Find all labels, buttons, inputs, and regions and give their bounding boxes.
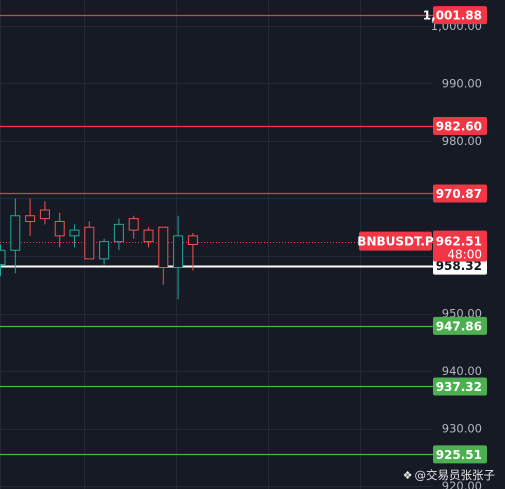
y-axis-tick-label: 930.00: [442, 422, 482, 436]
candle: [143, 227, 154, 248]
price-tag-support: [433, 377, 487, 396]
candle-body: [39, 209, 50, 220]
candle-body: [187, 235, 198, 246]
price-tag-resistance: [433, 116, 487, 135]
price-tag-label: 937.32: [436, 380, 482, 394]
symbol-label: BNBUSDT.P: [357, 235, 434, 249]
candle: [99, 238, 110, 265]
diamond-logo-icon: ❖: [402, 469, 413, 482]
candle: [187, 232, 198, 271]
candle-body: [143, 229, 154, 243]
price-tag-label: 958.32: [436, 259, 482, 273]
symbol-tag: [359, 231, 432, 251]
candle: [10, 198, 21, 274]
price-tag-label: 982.60: [436, 119, 482, 133]
candle-body: [173, 235, 184, 269]
price-tag-label: 925.51: [436, 448, 482, 462]
candle: [173, 215, 184, 300]
price-tags: 1,001.88 982.60 970.87 958.32 947.86 937.32 92…: [357, 6, 487, 464]
candle-body: [69, 229, 80, 237]
candle-body: [128, 218, 139, 231]
price-tag-resistance: [433, 184, 487, 203]
candle: [158, 226, 169, 285]
candle: [39, 201, 50, 225]
price-tag-resistance: [433, 6, 487, 25]
candlestick-series: [0, 198, 198, 300]
y-axis-tick-label: 990.00: [442, 76, 482, 90]
y-axis-tick-label: 980.00: [442, 134, 482, 148]
candle-countdown: 48:00: [447, 248, 482, 262]
candle-body: [10, 215, 21, 251]
last-price-value: 962.51: [436, 235, 482, 249]
candle-body: [25, 215, 36, 222]
price-tag-support: [433, 445, 487, 464]
price-tag-label: 970.87: [436, 187, 482, 201]
y-axis-tick-label: 920.00: [442, 479, 482, 489]
candle-body: [0, 249, 6, 266]
price-tag-label: 947.86: [436, 319, 482, 333]
last-price-tag: [433, 230, 487, 262]
price-tag-support: [433, 316, 487, 335]
candle: [84, 221, 95, 260]
candle-body: [84, 226, 95, 260]
y-axis-tick-label: 940.00: [442, 364, 482, 378]
candle-body: [113, 223, 124, 243]
watermark: ❖ @交易员张张子: [403, 467, 495, 483]
candle: [128, 215, 139, 239]
candle: [0, 244, 6, 277]
price-tag-label: 1,001.88: [423, 9, 482, 23]
candle: [113, 218, 124, 251]
candle-body: [54, 220, 65, 237]
candle: [25, 198, 36, 236]
candle: [69, 224, 80, 248]
candle-body: [99, 241, 110, 260]
candle: [54, 212, 65, 248]
watermark-text: @交易员张张子: [414, 468, 496, 482]
candle-body: [158, 226, 169, 269]
